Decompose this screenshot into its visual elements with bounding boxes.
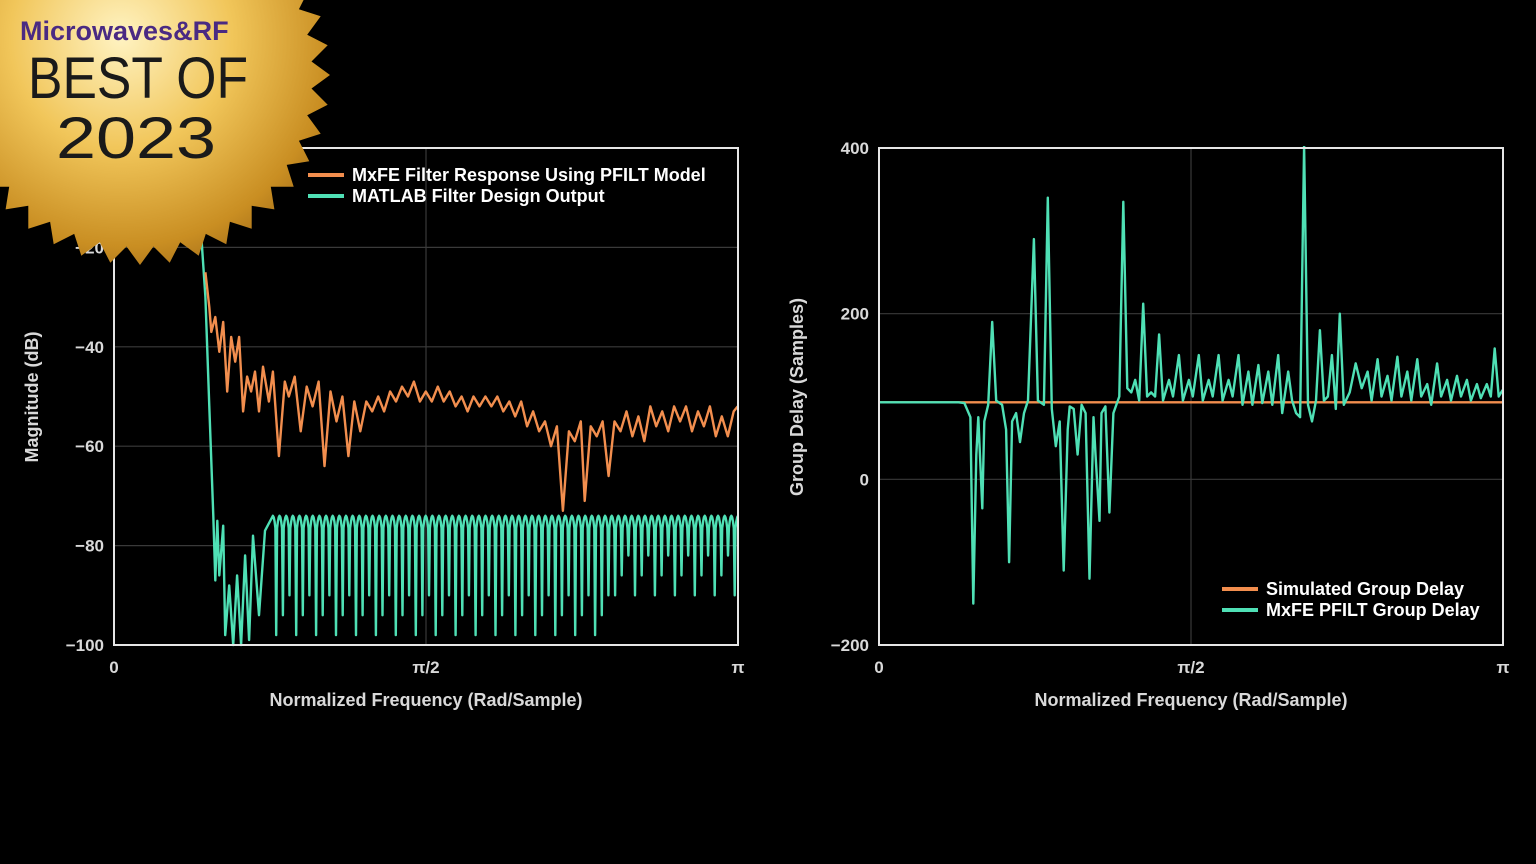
group-delay-chart: 400 200 0 −200 0 π/2 π Normalized Frequency (… [787, 139, 1510, 710]
y-tick-label: −40 [75, 338, 104, 357]
group-delay-legend: Simulated Group Delay MxFE PFILT Group D… [1222, 579, 1480, 620]
group-delay-plot-frame [878, 147, 1504, 646]
legend-label-pfilt: MxFE Filter Response Using PFILT Model [352, 165, 706, 185]
series-line-mxfe-filter-response-using-pfilt-model [204, 272, 738, 512]
group-delay-x-ticks: 0 π/2 π [874, 658, 1509, 677]
group-delay-x-axis-label: Normalized Frequency (Rad/Sample) [1034, 690, 1347, 710]
badge-year: 2023 [56, 106, 216, 171]
series-line-matlab-filter-design-output [200, 237, 738, 647]
x-tick-label: π/2 [1177, 658, 1204, 677]
gold-seal-icon [0, 0, 330, 265]
x-tick-label: π [731, 658, 744, 677]
x-tick-label: 0 [874, 658, 883, 677]
magnitude-plot-frame [113, 147, 739, 646]
magnitude-x-ticks: 0 π/2 π [109, 658, 744, 677]
badge-brand: Microwaves&RF [20, 16, 229, 46]
magnitude-series [200, 237, 738, 647]
y-tick-label: 0 [860, 470, 869, 489]
x-tick-label: π/2 [412, 658, 439, 677]
y-tick-label: −60 [75, 437, 104, 456]
best-of-2023-badge: Microwaves&RF BEST OF 2023 [0, 0, 330, 265]
series-line-mxfe-pfilt-group-delay [879, 146, 1503, 605]
y-tick-label: −200 [831, 636, 869, 655]
group-delay-y-ticks: 400 200 0 −200 [831, 139, 869, 655]
magnitude-y-axis-label: Magnitude (dB) [22, 332, 42, 463]
magnitude-x-axis-label: Normalized Frequency (Rad/Sample) [269, 690, 582, 710]
y-tick-label: 200 [841, 305, 869, 324]
y-tick-label: 400 [841, 139, 869, 158]
magnitude-chart: −20−40−60−80−100 0π/2π Normalized Freque… [22, 147, 745, 710]
x-tick-label: 0 [109, 658, 118, 677]
group-delay-series [879, 146, 1503, 605]
y-tick-label: −80 [75, 537, 104, 556]
y-tick-label: −100 [66, 636, 104, 655]
x-tick-label: π [1496, 658, 1509, 677]
legend-label-mxfe: MxFE PFILT Group Delay [1266, 600, 1480, 620]
legend-label-matlab: MATLAB Filter Design Output [352, 186, 605, 206]
group-delay-y-axis-label: Group Delay (Samples) [787, 298, 807, 496]
badge-title: BEST OF [28, 46, 248, 111]
magnitude-legend: MxFE Filter Response Using PFILT Model M… [308, 165, 706, 206]
legend-label-simulated: Simulated Group Delay [1266, 579, 1464, 599]
